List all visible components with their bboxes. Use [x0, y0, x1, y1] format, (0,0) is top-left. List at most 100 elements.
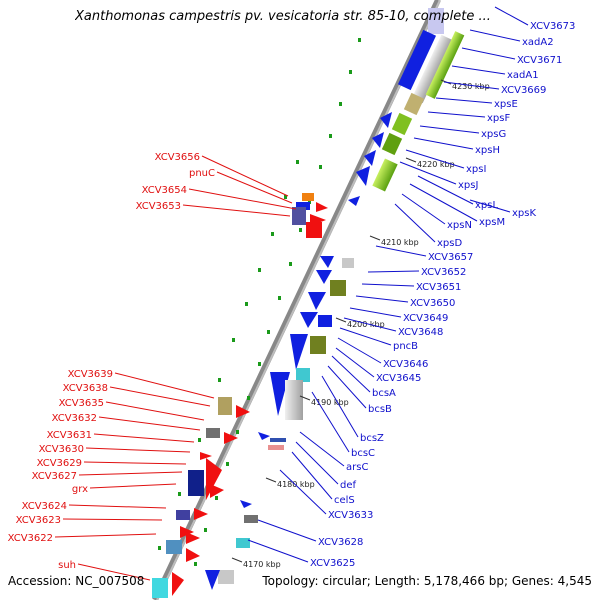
right-gene-label: xpsJ	[458, 180, 478, 191]
right-gene-label: xadA1	[507, 70, 539, 81]
accession-text: Accession: NC_007508	[8, 574, 145, 588]
left-leader-lines	[54, 155, 297, 581]
right-gene-label: XCV3633	[328, 510, 373, 521]
leader-line	[331, 355, 371, 393]
right-gene-label: XCV3628	[318, 537, 363, 548]
right-leader-lines	[247, 6, 529, 563]
right-gene-label: bcsA	[372, 388, 396, 399]
left-gene-label: XCV3654	[142, 185, 187, 196]
right-gene-label: bcsC	[351, 448, 375, 459]
left-gene-label: pnuC	[189, 168, 215, 179]
left-gene-label: XCV3639	[68, 369, 113, 380]
right-gene-label: bcsZ	[360, 433, 384, 444]
leader-line	[93, 433, 195, 443]
right-gene-label: xpsG	[481, 129, 506, 140]
leader-line	[78, 471, 183, 476]
left-gene-label: XCV3635	[59, 398, 104, 409]
leader-line	[257, 519, 317, 542]
leader-line	[299, 431, 345, 467]
leader-line	[188, 188, 297, 210]
right-gene-label: xpsL	[475, 200, 498, 211]
right-gene-label: XCV3671	[517, 55, 562, 66]
left-gene-label: XCV3632	[52, 413, 97, 424]
right-gene-label: xpsI	[466, 164, 486, 175]
right-gene-label: xadA2	[522, 37, 554, 48]
right-gene-label: xpsE	[494, 99, 518, 110]
left-gene-label: XCV3638	[63, 383, 108, 394]
forward-gene-features	[205, 8, 465, 590]
leader-line	[405, 149, 465, 169]
right-gene-label: XCV3625	[310, 558, 355, 569]
left-gene-label: XCV3623	[16, 515, 61, 526]
leader-line	[295, 441, 339, 485]
left-gene-label: XCV3630	[39, 444, 84, 455]
leader-line	[311, 391, 350, 453]
topology-text: Topology: circular; Length: 5,178,466 bp…	[262, 574, 592, 588]
coordinate-ticks: 4230 kbp 4220 kbp 4210 kbp 4200 kbp 4190…	[231, 79, 490, 569]
leader-line	[443, 81, 500, 90]
leader-line	[343, 317, 397, 332]
leader-line	[105, 401, 205, 421]
gc-track-dots	[158, 38, 361, 566]
left-gene-label: XCV3622	[8, 533, 53, 544]
right-gene-label: celS	[334, 495, 355, 506]
right-gene-label: xpsH	[475, 145, 500, 156]
right-gene-label: XCV3673	[530, 21, 575, 32]
leader-line	[417, 175, 474, 205]
right-gene-label: def	[340, 480, 357, 491]
right-gene-label: XCV3669	[501, 85, 546, 96]
leader-line	[98, 416, 201, 431]
left-gene-label: grx	[72, 484, 88, 495]
leader-line	[89, 483, 177, 489]
leader-line	[469, 29, 521, 42]
left-gene-label: XCV3624	[22, 501, 67, 512]
tick-label: 4190 kbp	[311, 398, 349, 407]
genome-backbone	[152, 0, 441, 600]
right-gene-label: XCV3645	[376, 373, 421, 384]
left-gene-label: XCV3656	[155, 152, 200, 163]
leader-line	[83, 461, 187, 465]
right-gene-label: XCV3652	[421, 267, 466, 278]
leader-line	[114, 372, 215, 399]
leader-line	[367, 270, 420, 273]
leader-line	[321, 375, 359, 438]
left-gene-label: XCV3629	[37, 458, 82, 469]
right-gene-label: XCV3648	[398, 327, 443, 338]
leader-line	[109, 386, 211, 407]
leader-line	[291, 451, 333, 500]
leader-line	[427, 111, 486, 118]
leader-line	[469, 199, 511, 213]
leader-line	[279, 469, 327, 515]
leader-line	[413, 137, 474, 150]
right-gene-label: XCV3650	[410, 298, 455, 309]
tick-label: 4210 kbp	[381, 238, 419, 247]
leader-line	[77, 563, 151, 581]
leader-line	[327, 365, 367, 409]
tick-label: 4230 kbp	[452, 82, 490, 91]
right-gene-label: bcsB	[368, 404, 392, 415]
reverse-gene-features	[152, 193, 328, 598]
right-gene-label: XCV3646	[383, 359, 428, 370]
leader-line	[216, 171, 293, 204]
leader-line	[435, 97, 493, 104]
leader-line	[494, 6, 529, 26]
tick-label: 4220 kbp	[417, 160, 455, 169]
leader-line	[355, 295, 409, 303]
leader-line	[337, 337, 382, 364]
right-gene-label: xpsN	[447, 220, 472, 231]
leader-line	[339, 327, 392, 346]
right-gene-label: XCV3657	[428, 252, 473, 263]
leader-line	[182, 204, 291, 217]
left-gene-label: suh	[58, 560, 76, 571]
leader-line	[85, 447, 191, 453]
right-gene-label: xpsF	[487, 113, 510, 124]
leader-line	[335, 347, 375, 378]
right-gene-label: xpsD	[437, 238, 462, 249]
leader-line	[201, 155, 289, 197]
left-gene-label: XCV3631	[47, 430, 92, 441]
leader-line	[451, 65, 506, 75]
leader-line	[361, 283, 415, 287]
right-gene-label: XCV3651	[416, 282, 461, 293]
